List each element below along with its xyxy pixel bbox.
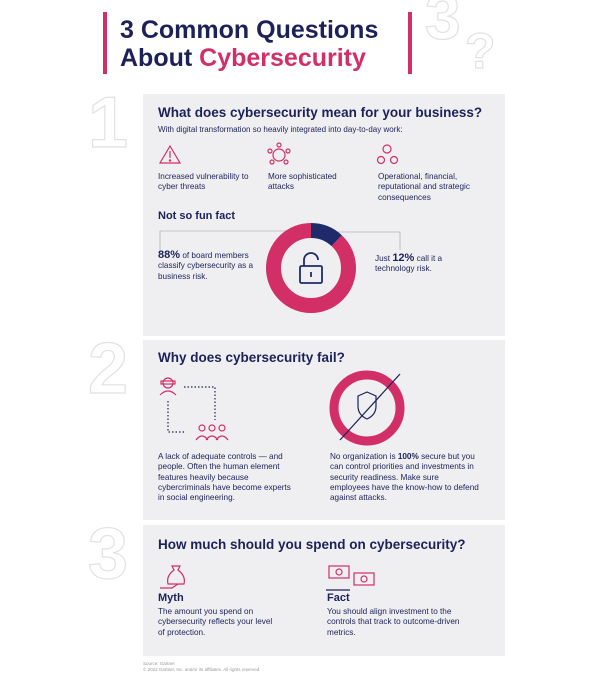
item: Increased vulnerability to cyber threats bbox=[158, 172, 249, 192]
myth-title: Myth bbox=[158, 592, 184, 604]
stat-value: 12% bbox=[392, 252, 415, 264]
emphasis: 100% bbox=[397, 452, 419, 461]
section-number: 1 bbox=[87, 82, 129, 163]
copyright: © 2022 Gartner, Inc. and/or its affiliat… bbox=[143, 667, 261, 672]
section-heading: Why does cybersecurity fail? bbox=[158, 350, 345, 365]
section-heading: What does cybersecurity mean for your bu… bbox=[158, 105, 483, 120]
item: Operational, financial, reputational and… bbox=[378, 172, 470, 202]
section-number: 2 bbox=[87, 328, 129, 409]
text: No organization is bbox=[330, 452, 396, 461]
fact-heading: Not so fun fact bbox=[158, 210, 235, 222]
left-text: A lack of adequate controls — and people… bbox=[158, 452, 291, 503]
section-number: 3 bbox=[87, 513, 129, 594]
section-heading: How much should you spend on cybersecuri… bbox=[158, 537, 466, 552]
source: Source: Gartner bbox=[143, 661, 176, 666]
connector bbox=[159, 230, 401, 250]
panel bbox=[143, 525, 505, 656]
donut-slice bbox=[266, 223, 356, 313]
badge-mark: ? bbox=[464, 22, 496, 79]
title-highlight: Cybersecurity bbox=[199, 44, 366, 72]
stat-prefix: Just bbox=[375, 254, 391, 263]
myth-text: The amount you spend on cybersecurity re… bbox=[158, 607, 273, 637]
icons bbox=[159, 370, 405, 446]
stat: Just 12% call it a technology risk. bbox=[375, 253, 460, 275]
stat-value: 88% bbox=[158, 249, 181, 261]
stat: 88% of board members classify cybersecur… bbox=[158, 250, 258, 282]
title: 3 Common Questions bbox=[120, 16, 379, 44]
accent-bar bbox=[103, 12, 107, 74]
title-text: About bbox=[120, 44, 193, 72]
lock-icon bbox=[299, 252, 323, 284]
fact-text: You should align investment to the contr… bbox=[327, 607, 460, 637]
stat-text: of board members classify cybersecurity … bbox=[158, 251, 254, 281]
icons bbox=[158, 142, 399, 165]
donut bbox=[266, 223, 356, 313]
fact-title: Fact bbox=[327, 592, 350, 604]
intro: With digital transformation so heavily i… bbox=[158, 125, 403, 134]
icons bbox=[160, 565, 375, 591]
accent-bar bbox=[408, 12, 412, 74]
badge-number: 3 bbox=[424, 0, 461, 54]
right-text: No organization is 100% secure but you c… bbox=[330, 452, 480, 503]
item: More sophisticated attacks bbox=[268, 172, 337, 192]
stat-text: call it a technology risk. bbox=[375, 254, 443, 274]
title: About Cybersecurity bbox=[120, 44, 366, 72]
text: secure but you can control priorities an… bbox=[330, 452, 479, 503]
panel bbox=[143, 340, 505, 520]
